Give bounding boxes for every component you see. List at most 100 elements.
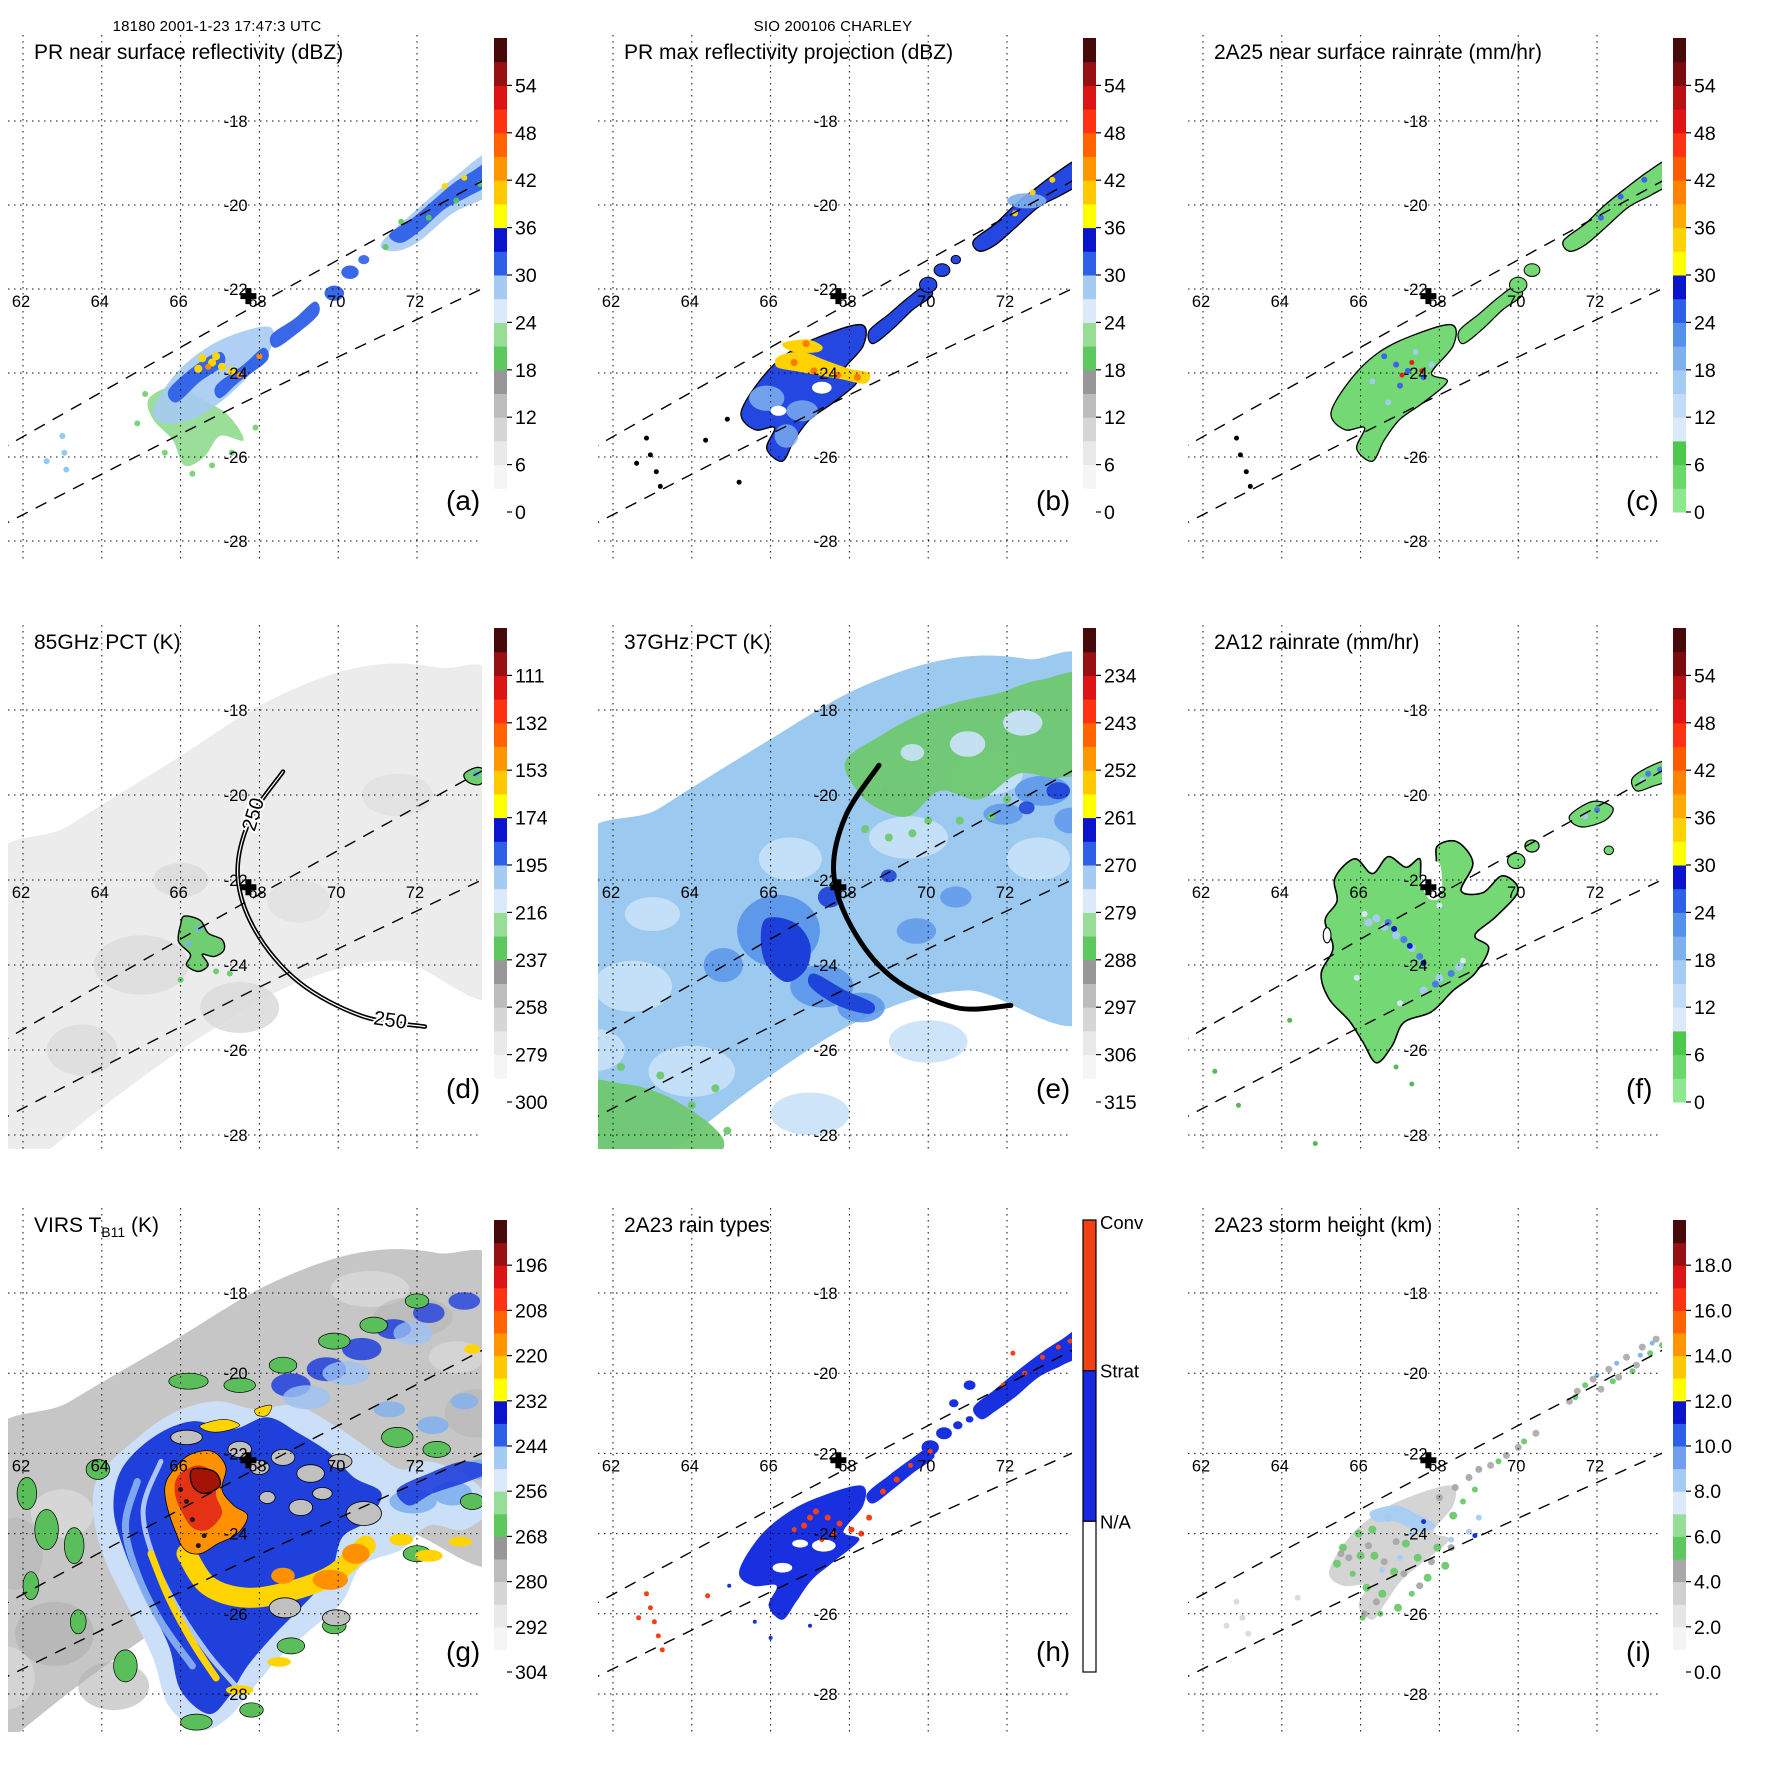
data-speck xyxy=(453,197,460,204)
data-speck xyxy=(226,970,233,977)
lat-tick-label: -18 xyxy=(814,1285,838,1303)
data-speck xyxy=(1372,1598,1380,1606)
data-blob xyxy=(85,1459,111,1480)
data-speck xyxy=(879,1488,886,1495)
colorbar-segment xyxy=(494,1626,507,1650)
panel-a-colorbar: 54 48 42 36 30 24 18 12 6 0 xyxy=(494,38,537,524)
data-speck xyxy=(1294,1594,1301,1601)
colorbar-segment xyxy=(1673,61,1686,86)
lat-tick-label: -24 xyxy=(1404,1526,1428,1544)
data-blob xyxy=(965,1416,974,1423)
data-speck xyxy=(819,1537,825,1543)
data-speck xyxy=(1392,931,1401,940)
colorbar-segment xyxy=(1673,793,1686,819)
data-blob xyxy=(919,276,938,293)
data-speck xyxy=(830,1530,837,1537)
lon-tick-label: 62 xyxy=(12,293,30,311)
data-speck xyxy=(802,340,810,348)
colorbar-segment xyxy=(494,180,507,205)
data-blob xyxy=(153,863,209,897)
data-speck xyxy=(1247,483,1253,489)
colorbar-tick-label: Strat xyxy=(1100,1361,1139,1382)
panel-e-title: 37GHz PCT (K) xyxy=(624,631,771,654)
data-blob xyxy=(1369,1505,1436,1532)
colorbar-segment xyxy=(1083,488,1096,513)
data-blob xyxy=(269,301,320,348)
colorbar-segment xyxy=(1673,85,1686,110)
colorbar-segment xyxy=(1083,865,1096,890)
colorbar-segment xyxy=(494,865,507,890)
colorbar-segment xyxy=(1673,1559,1686,1583)
colorbar-segment xyxy=(494,841,507,866)
lon-tick-label: 62 xyxy=(12,1457,30,1475)
data-speck xyxy=(1236,1102,1241,1108)
data-speck xyxy=(1419,368,1425,374)
colorbar-tick-label: 6 xyxy=(1694,455,1705,477)
panel-g-grid-lines xyxy=(8,1208,482,1732)
data-blob xyxy=(1003,710,1043,736)
data-speck xyxy=(1404,367,1411,374)
data-speck xyxy=(1638,1343,1646,1351)
colorbar-segment xyxy=(494,1220,507,1244)
data-speck xyxy=(398,218,405,225)
colorbar-segment xyxy=(494,1446,507,1470)
data-blob xyxy=(46,1024,118,1076)
colorbar-segment xyxy=(1083,109,1096,134)
colorbar-segment xyxy=(1673,841,1686,866)
colorbar-segment xyxy=(494,1649,507,1673)
colorbar-segment xyxy=(1673,275,1686,300)
lat-tick-label: -20 xyxy=(224,787,248,805)
lat-tick-label: -24 xyxy=(1404,365,1428,383)
data-speck xyxy=(653,469,659,475)
colorbar-segment xyxy=(494,109,507,134)
data-blob xyxy=(758,837,822,881)
colorbar-segment xyxy=(494,38,507,63)
colorbar-tick-label: 279 xyxy=(1104,902,1137,924)
data-blob xyxy=(189,1467,222,1495)
colorbar-tick-label: 48 xyxy=(1694,123,1716,145)
colorbar-segment xyxy=(1673,488,1686,513)
data-blob xyxy=(389,1533,414,1546)
colorbar-segment xyxy=(1083,628,1096,653)
data-speck xyxy=(161,449,168,456)
lat-tick-label: -20 xyxy=(814,787,838,805)
data-speck xyxy=(1441,1561,1450,1570)
data-speck xyxy=(1353,974,1360,981)
data-blob xyxy=(1457,286,1524,345)
lat-tick-label: -26 xyxy=(1404,1042,1428,1060)
data-speck xyxy=(1532,1429,1540,1437)
data-speck xyxy=(1223,1622,1230,1629)
colorbar-segment xyxy=(1083,85,1096,110)
lat-tick-label: -20 xyxy=(1404,197,1428,215)
colorbar-tick-label: 297 xyxy=(1104,997,1137,1019)
data-speck xyxy=(1067,1338,1072,1344)
panel-i-grid-lines xyxy=(1188,1208,1662,1732)
panel-a-title: PR near surface reflectivity (dBZ) xyxy=(34,41,343,64)
data-speck xyxy=(807,1514,813,1521)
data-speck xyxy=(1609,1378,1616,1385)
colorbar-tick-label: 48 xyxy=(1694,713,1716,735)
lat-tick-label: -26 xyxy=(224,449,248,467)
data-blob xyxy=(268,1356,298,1374)
colorbar-segment xyxy=(1083,227,1096,252)
data-blob xyxy=(973,1331,1072,1420)
colorbar-tick-label: 30 xyxy=(1104,265,1126,287)
colorbar-segment xyxy=(1083,699,1096,724)
colorbar-segment xyxy=(494,651,507,676)
colorbar-segment xyxy=(494,1513,507,1537)
panel-b-title: PR max reflectivity projection (dBZ) xyxy=(624,41,953,64)
lat-tick-label: -18 xyxy=(1404,113,1428,131)
swath-edge-line xyxy=(8,770,482,1039)
data-blob xyxy=(598,960,673,1012)
data-speck xyxy=(1393,1064,1399,1070)
data-blob xyxy=(359,1316,388,1334)
data-speck xyxy=(1465,1474,1473,1481)
storm-center-cross xyxy=(830,879,847,896)
data-speck xyxy=(1632,1361,1640,1369)
lat-tick-label: -20 xyxy=(1404,787,1428,805)
data-blob xyxy=(807,973,876,1014)
panel-e-grid-lines xyxy=(598,625,1072,1149)
data-speck xyxy=(1475,1465,1483,1473)
